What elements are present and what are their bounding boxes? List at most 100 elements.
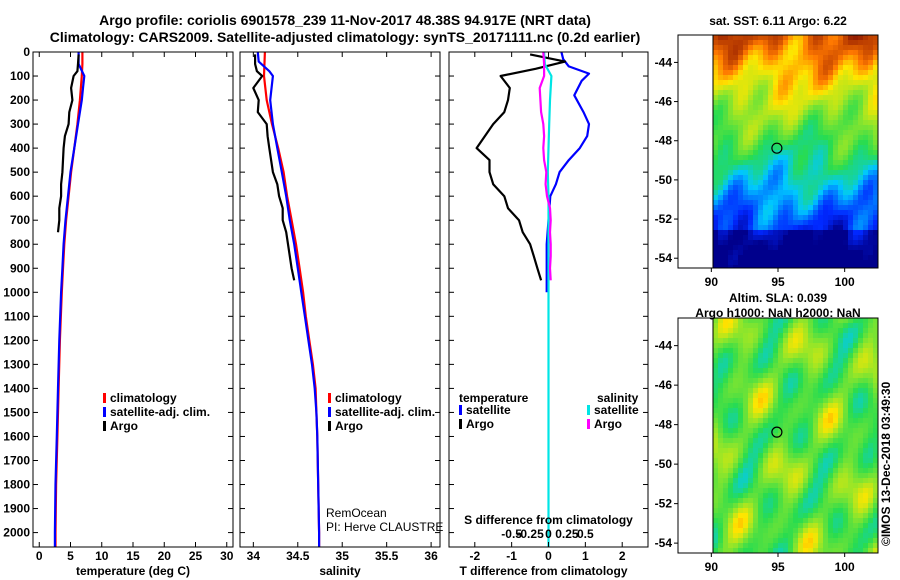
map-pixel [838, 135, 844, 141]
map-pixel [868, 448, 874, 454]
map-pixel [833, 260, 839, 266]
map-pixel [848, 110, 854, 116]
map-pixel [843, 195, 849, 201]
map-pixel [743, 130, 749, 136]
map-pixel [748, 498, 754, 504]
map-pixel [788, 378, 794, 384]
map-pixel [828, 240, 834, 246]
map-pixel [793, 488, 799, 494]
map-pixel [768, 50, 774, 56]
map-pixel [773, 200, 779, 206]
map-pixel [873, 398, 878, 404]
map-pixel [733, 493, 739, 499]
map-pixel [873, 230, 878, 236]
map-pixel [728, 45, 734, 51]
map-pixel [813, 348, 819, 354]
map-pixel [788, 513, 794, 519]
map-pixel [713, 523, 719, 529]
map-pixel [768, 155, 774, 161]
map-y-tick-label: -48 [655, 418, 673, 432]
map-pixel [818, 463, 824, 469]
map-pixel [793, 255, 799, 261]
map-pixel [718, 240, 724, 246]
map-pixel [808, 50, 814, 56]
map-pixel [848, 210, 854, 216]
map-pixel [798, 210, 804, 216]
map-pixel [713, 60, 719, 66]
map-pixel [818, 65, 824, 71]
map-pixel [758, 363, 764, 369]
map-pixel [738, 518, 744, 524]
map-pixel [823, 215, 829, 221]
map-pixel [793, 533, 799, 539]
map-pixel [713, 413, 719, 419]
map-pixel [738, 105, 744, 111]
map-pixel [788, 170, 794, 176]
map-pixel [823, 378, 829, 384]
map-pixel [853, 260, 859, 266]
series-line-salinity-satellite [543, 51, 553, 547]
map-pixel [793, 548, 799, 553]
legend-swatch [587, 405, 590, 415]
map-pixel [858, 240, 864, 246]
map-pixel [783, 250, 789, 256]
map-pixel [778, 125, 784, 131]
map-pixel [828, 543, 834, 549]
map-pixel [858, 388, 864, 394]
map-pixel [743, 105, 749, 111]
map-pixel [713, 80, 719, 86]
map-pixel [728, 473, 734, 479]
map-pixel [733, 70, 739, 76]
map-pixel [718, 443, 724, 449]
map-pixel [823, 528, 829, 534]
map-pixel [808, 323, 814, 329]
map-pixel [813, 105, 819, 111]
map-pixel [863, 518, 869, 524]
map-pixel [733, 543, 739, 549]
map-pixel [813, 80, 819, 86]
map-pixel [848, 543, 854, 549]
map-pixel [873, 333, 878, 339]
map-pixel [868, 50, 874, 56]
map-pixel [863, 110, 869, 116]
map-pixel [833, 215, 839, 221]
map-pixel [848, 513, 854, 519]
map-pixel [778, 478, 784, 484]
map-pixel [833, 428, 839, 434]
map-pixel [843, 328, 849, 334]
map-pixel [723, 115, 729, 121]
map-pixel [783, 433, 789, 439]
map-pixel [768, 170, 774, 176]
map-pixel [743, 513, 749, 519]
map-pixel [758, 230, 764, 236]
map-pixel [783, 523, 789, 529]
map-pixel [843, 403, 849, 409]
map-pixel [813, 70, 819, 76]
map-pixel [713, 418, 719, 424]
map-pixel [768, 438, 774, 444]
map-pixel [738, 458, 744, 464]
map-pixel [728, 65, 734, 71]
map-pixel [758, 463, 764, 469]
map-pixel [798, 543, 804, 549]
map-pixel [798, 55, 804, 61]
map-pixel [758, 483, 764, 489]
map-pixel [808, 225, 814, 231]
map-pixel [758, 235, 764, 241]
map-pixel [733, 50, 739, 56]
map-pixel [873, 418, 878, 424]
map-pixel [773, 130, 779, 136]
map-pixel [738, 215, 744, 221]
map-pixel [838, 368, 844, 374]
map-pixel [723, 398, 729, 404]
map-pixel [808, 40, 814, 46]
map-pixel [848, 250, 854, 256]
x-tick-label: 5 [67, 549, 74, 563]
map-pixel [788, 105, 794, 111]
map-pixel [873, 40, 878, 46]
map-pixel [723, 428, 729, 434]
map-pixel [793, 368, 799, 374]
map-x-tick-label: 95 [771, 560, 785, 574]
map-pixel [873, 348, 878, 354]
map-pixel [873, 200, 878, 206]
